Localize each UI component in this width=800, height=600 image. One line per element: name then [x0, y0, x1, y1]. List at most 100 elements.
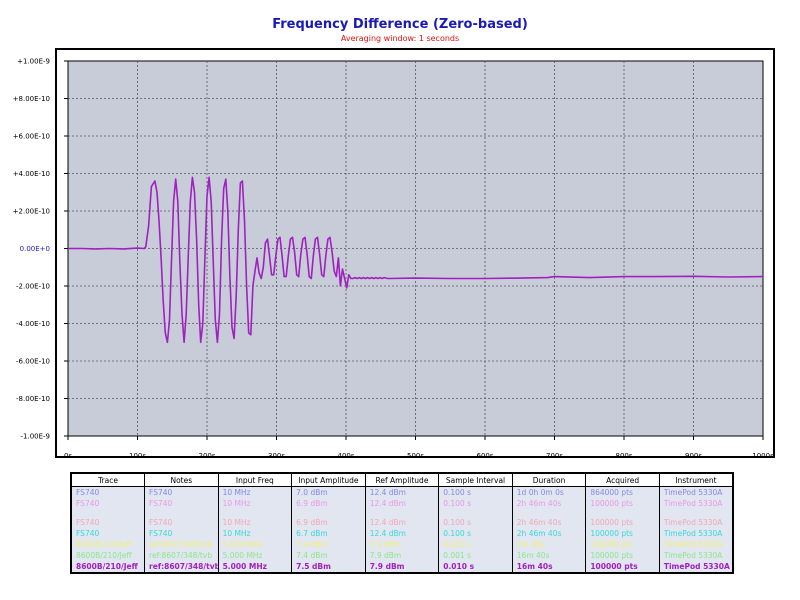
- legend-cell: FS740: [71, 528, 146, 540]
- legend-cell: 10 MHz: [218, 528, 293, 540]
- legend-cell: 864000 pts: [585, 486, 660, 498]
- legend-cell: 16m 40s: [512, 561, 587, 573]
- legend-cell: 7.9 dBm: [365, 539, 440, 551]
- x-tick-label: 1000s: [752, 452, 774, 460]
- legend-table: Trace Notes Input Freq Input Amplitude Ref A…: [70, 472, 734, 574]
- legend-spacer-cell: [71, 508, 146, 518]
- legend-column-header: Input Freq: [218, 473, 293, 487]
- legend-cell: 12.4 dBm: [365, 528, 440, 540]
- legend-cell: 5.000 MHz: [218, 539, 293, 551]
- y-tick-label: +2.00E-10: [13, 208, 50, 216]
- legend-column-header: Acquired: [585, 473, 660, 487]
- legend-cell: 12.4 dBm: [365, 497, 440, 509]
- legend-cell: 0.100 s: [438, 528, 513, 540]
- legend-cell: ref:8607/348/tvb: [144, 550, 219, 561]
- legend-spacer-cell: [365, 508, 440, 518]
- legend-cell: 6.9 dBm: [291, 497, 366, 509]
- legend-cell: 6.9 dBm: [291, 517, 366, 529]
- legend-column-header: Sample Interval: [438, 473, 513, 487]
- legend-cell: TimePod 5330A: [663, 487, 723, 497]
- legend-column-header: Trace: [71, 473, 146, 487]
- legend-cell: 8600B/210/Jeff: [71, 550, 146, 561]
- legend-cell: 7.4 dBm: [291, 539, 366, 551]
- legend-cell: 100000 pts: [585, 517, 660, 529]
- legend-row: 8600B/210/Jeff ref:8607/348/tvb 5.000 MHz 7…: [71, 561, 733, 573]
- legend-row: 8600B/210/Jeff ref:8607/348/tvb 5.000 MHz 7…: [71, 539, 733, 551]
- legend-spacer-cell: [438, 508, 513, 518]
- legend-cell: 0.001 s: [438, 550, 513, 561]
- legend-cell: 2h 46m 40s: [512, 517, 587, 529]
- y-tick-label: -6.00E-10: [16, 358, 50, 366]
- legend-cell: 12.4 dBm: [365, 517, 440, 529]
- x-tick-label: 100s: [129, 452, 146, 460]
- x-tick-label: 700s: [546, 452, 563, 460]
- legend-column-header: Input Amplitude: [291, 473, 366, 487]
- legend-cell: ref:8607/348/tvb: [144, 539, 219, 551]
- legend-cell: 12.4 dBm: [365, 486, 440, 498]
- legend-cell: 7.9 dBm: [365, 561, 440, 573]
- legend-cell: 0.100 s: [438, 517, 513, 529]
- y-tick-label: +4.00E-10: [13, 170, 50, 178]
- y-tick-label: +8.00E-10: [13, 95, 50, 103]
- legend-row: FS740 FS740 10 MHz 6.7 dBm 12.4 dBm 0.100 s 2h…: [71, 528, 733, 540]
- chart-svg: 0s 100s 200s 300s 400s 500s 600s 700s 800s 900s 10…: [13, 58, 774, 461]
- legend-cell: 1m 40s: [512, 539, 587, 551]
- legend-column-header: Duration: [512, 473, 587, 487]
- legend-cell: 7.4 dBm: [291, 550, 366, 561]
- legend-cell: 100000 pts: [585, 561, 660, 573]
- legend-cell: FS740: [144, 517, 219, 529]
- legend-cell: 2h 46m 40s: [512, 528, 587, 540]
- legend-cell: 7.9 dBm: [365, 550, 440, 561]
- x-tick-label: 900s: [685, 452, 702, 460]
- legend-cell: FS740: [144, 486, 219, 498]
- legend-column-header: Notes: [144, 473, 219, 487]
- legend-cell: 8600B/210/Jeff: [71, 539, 146, 551]
- chart-subtitle: Averaging window: 1 seconds: [340, 34, 460, 43]
- chart-title: Frequency Difference (Zero-based): [272, 17, 528, 32]
- legend-cell: FS740: [144, 528, 219, 540]
- legend-cell: 100000 pts: [585, 539, 660, 551]
- x-tick-label: 800s: [615, 452, 632, 460]
- legend-cell: 16m 40s: [512, 550, 587, 561]
- legend-row: FS740 FS740 10 MHz 6.9 dBm 12.4 dBm 0.100 s 2h…: [71, 497, 733, 509]
- legend-cell: TimePod 5330A: [663, 498, 723, 508]
- y-tick-label: -8.00E-10: [16, 395, 50, 403]
- legend-cell: FS740: [71, 486, 146, 498]
- legend-cell: 2h 46m 40s: [512, 497, 587, 509]
- legend-cell: ref:8607/348/tvb: [144, 561, 219, 573]
- legend-column-header: Instrument: [659, 473, 733, 487]
- legend-row: 8600B/210/Jeff ref:8607/348/tvb 5.000 MHz 7…: [71, 550, 733, 561]
- legend-spacer-cell: [144, 508, 219, 518]
- legend-cell: 7.0 dBm: [291, 486, 366, 498]
- legend-row: FS740 FS740 10 MHz 6.9 dBm 12.4 dBm 0.100 s 2h…: [71, 517, 733, 529]
- legend-cell: FS740: [144, 497, 219, 509]
- x-tick-label: 0s: [64, 452, 72, 460]
- y-tick-label: -1.00E-9: [20, 433, 50, 441]
- x-tick-label: 200s: [198, 452, 215, 460]
- legend-cell: 1d 0h 0m 0s: [512, 486, 587, 498]
- legend-cell: FS740: [71, 517, 146, 529]
- x-tick-label: 600s: [476, 452, 493, 460]
- legend-cell: TimePod 5330A: [663, 529, 723, 539]
- legend-cell: 7.5 dBm: [291, 561, 366, 573]
- legend-header-row: Trace Notes Input Freq Input Amplitude Ref A…: [71, 473, 733, 487]
- series-line: [68, 176, 764, 344]
- x-tick-label: 500s: [407, 452, 424, 460]
- legend-spacer-cell: [512, 508, 587, 518]
- legend-cell: 100000 pts: [585, 550, 660, 561]
- legend-spacer-cell: [659, 509, 733, 518]
- y-tick-label: -4.00E-10: [16, 320, 50, 328]
- legend-body: FS740 FS740 10 MHz 7.0 dBm 12.4 dBm 0.100 s 1d…: [71, 486, 733, 573]
- legend-cell: 10 MHz: [218, 517, 293, 529]
- legend-cell: TimePod 5330A: [663, 540, 723, 550]
- legend-cell: 10 MHz: [218, 486, 293, 498]
- legend-cell: 0.001 s: [438, 539, 513, 551]
- legend-cell: 5.000 MHz: [218, 561, 293, 573]
- y-tick-label: +1.00E-9: [17, 58, 50, 66]
- legend-cell: 0.100 s: [438, 486, 513, 498]
- legend-cell: 0.010 s: [438, 561, 513, 573]
- x-tick-label: 300s: [268, 452, 285, 460]
- legend-cell: 10 MHz: [218, 497, 293, 509]
- legend-cell: 100000 pts: [585, 497, 660, 509]
- legend-spacer-cell: [218, 508, 293, 518]
